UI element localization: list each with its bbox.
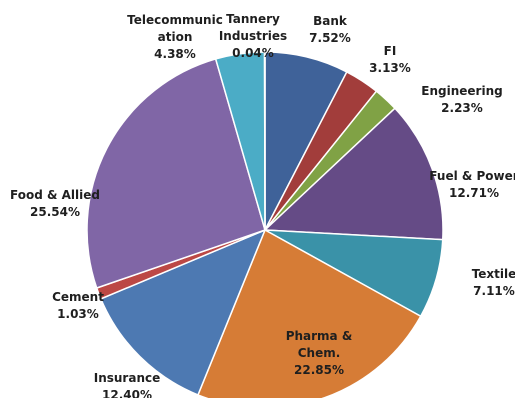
- slice-label-tannery-industries: Tannery Industries 0.04%: [219, 12, 287, 60]
- slice-label-cement: Cement 1.03%: [52, 290, 104, 321]
- slice-label-food-allied: Food & Allied 25.54%: [10, 188, 100, 219]
- pie-slice-fuel-power: [263, 107, 444, 241]
- pie-slice-food-allied: [86, 58, 266, 289]
- slice-label-fi: FI 3.13%: [369, 44, 411, 75]
- slice-label-bank: Bank 7.52%: [309, 14, 351, 45]
- pie-slice-insurance: [99, 228, 267, 396]
- slice-label-telecommunication: Telecommunic ation 4.38%: [127, 13, 223, 61]
- slice-label-pharma-chem: Pharma & Chem. 22.85%: [286, 329, 353, 377]
- slice-label-engineering: Engineering 2.23%: [421, 84, 502, 115]
- slice-label-fuel-power: Fuel & Power 12.71%: [429, 169, 515, 200]
- slice-label-insurance: Insurance 12.40%: [94, 371, 161, 398]
- slice-label-textile: Textile 7.11%: [472, 267, 515, 298]
